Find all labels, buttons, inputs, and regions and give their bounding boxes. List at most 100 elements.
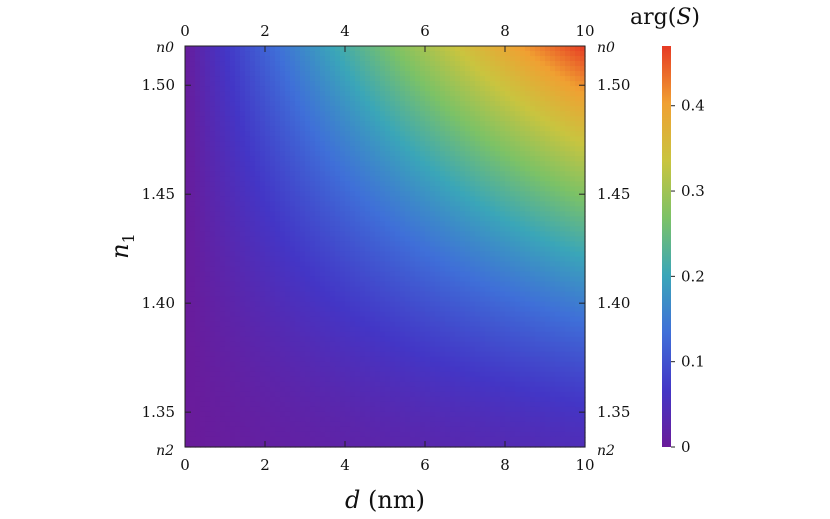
heatmap-cell — [505, 166, 511, 172]
heatmap-cell — [440, 311, 446, 318]
heatmap-cell — [430, 131, 436, 137]
heatmap-cell — [365, 306, 371, 313]
heatmap-cell — [455, 301, 461, 308]
heatmap-cell — [390, 61, 396, 67]
heatmap-cell — [205, 71, 211, 77]
heatmap-cell — [440, 176, 446, 182]
heatmap-cell — [190, 231, 196, 238]
heatmap-cell — [355, 196, 361, 202]
heatmap-cell — [455, 296, 461, 303]
heatmap-cell — [395, 111, 401, 117]
heatmap-cell — [525, 176, 531, 182]
heatmap-cell — [420, 66, 426, 72]
heatmap-cell — [465, 171, 471, 177]
heatmap-cell — [310, 291, 316, 298]
heatmap-cell — [360, 221, 366, 228]
heatmap-cell — [235, 176, 241, 182]
heatmap-cell — [415, 106, 421, 112]
heatmap-cell — [515, 76, 521, 82]
heatmap-cell — [485, 286, 491, 293]
heatmap-cell — [375, 221, 381, 228]
heatmap-cell — [295, 116, 301, 122]
heatmap-cell — [320, 161, 326, 167]
heatmap-cell — [495, 291, 501, 298]
heatmap-cell — [360, 341, 366, 348]
heatmap-cell — [475, 141, 481, 147]
heatmap-cell — [240, 291, 246, 298]
heatmap-cell — [355, 256, 361, 263]
heatmap-cell — [430, 271, 436, 278]
heatmap-cell — [560, 111, 566, 117]
heatmap-cell — [550, 166, 556, 172]
heatmap-cell — [265, 161, 271, 167]
heatmap-cell — [360, 216, 366, 223]
heatmap-cell — [340, 321, 346, 328]
heatmap-cell — [280, 331, 286, 338]
heatmap-cell — [330, 306, 336, 313]
heatmap-cell — [515, 176, 521, 182]
heatmap-cell — [405, 216, 411, 223]
heatmap-cell — [340, 81, 346, 87]
heatmap-cell — [525, 46, 531, 52]
heatmap-cell — [230, 341, 236, 348]
heatmap-cell — [245, 301, 251, 308]
heatmap-cell — [370, 246, 376, 253]
heatmap-cell — [575, 346, 581, 353]
heatmap-cell — [290, 126, 296, 132]
heatmap-cell — [315, 331, 321, 338]
heatmap-cell — [535, 331, 541, 338]
heatmap-cell — [555, 211, 561, 218]
heatmap-cell — [400, 296, 406, 303]
heatmap-cell — [265, 306, 271, 313]
heatmap-cell — [290, 76, 296, 82]
heatmap-cell — [505, 46, 511, 52]
heatmap-cell — [535, 91, 541, 97]
heatmap-cell — [275, 196, 281, 202]
heatmap-cell — [485, 246, 491, 253]
heatmap-cell — [230, 176, 236, 182]
heatmap-cell — [215, 286, 221, 293]
heatmap-cell — [505, 141, 511, 147]
heatmap-cell — [580, 181, 586, 187]
heatmap-cell — [280, 46, 286, 52]
heatmap-cell — [450, 56, 456, 62]
heatmap-cell — [465, 121, 471, 127]
heatmap-cell — [415, 266, 421, 273]
heatmap-cell — [320, 191, 326, 197]
heatmap-cell — [415, 46, 421, 52]
heatmap-cell — [285, 116, 291, 122]
heatmap-cell — [480, 131, 486, 137]
heatmap-cell — [570, 131, 576, 137]
heatmap-cell — [485, 161, 491, 167]
heatmap-cell — [305, 121, 311, 127]
heatmap-cell — [530, 86, 536, 92]
heatmap-cell — [420, 266, 426, 273]
heatmap-cell — [350, 201, 356, 207]
heatmap-cell — [470, 46, 476, 52]
heatmap-cell — [435, 171, 441, 177]
heatmap-cell — [325, 166, 331, 172]
heatmap-cell — [320, 286, 326, 293]
heatmap-cell — [190, 66, 196, 72]
heatmap-cell — [190, 356, 196, 363]
heatmap-cell — [465, 251, 471, 258]
heatmap-cell — [315, 66, 321, 72]
heatmap-cell — [420, 46, 426, 52]
heatmap-cell — [575, 181, 581, 187]
heatmap-cell — [205, 311, 211, 318]
heatmap-cell — [210, 276, 216, 283]
heatmap-cell — [370, 301, 376, 308]
heatmap-cell — [445, 216, 451, 223]
heatmap-cell — [370, 106, 376, 112]
heatmap-cell — [390, 96, 396, 102]
heatmap-cell — [395, 321, 401, 328]
heatmap-cell — [265, 171, 271, 177]
heatmap-cell — [230, 91, 236, 97]
heatmap-cell — [460, 346, 466, 353]
heatmap-cell — [580, 46, 586, 52]
heatmap-cell — [500, 251, 506, 258]
heatmap-cell — [290, 256, 296, 263]
heatmap-cell — [340, 86, 346, 92]
heatmap-cell — [445, 206, 451, 213]
heatmap-cell — [210, 196, 216, 202]
